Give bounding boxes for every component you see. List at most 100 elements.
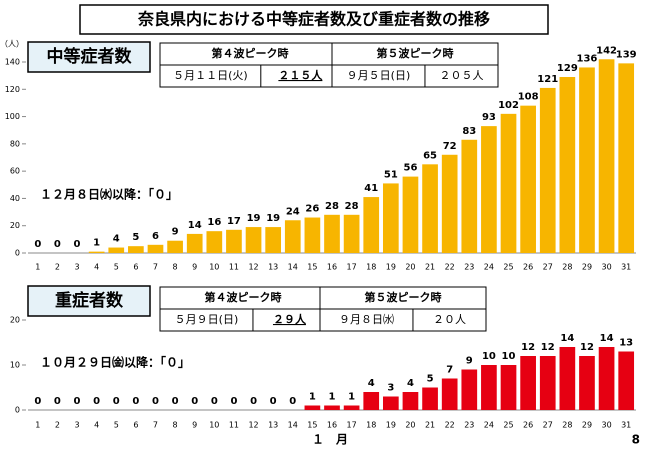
y-tick-label: 120 bbox=[5, 85, 20, 94]
bar bbox=[579, 67, 595, 253]
data-label: 14 bbox=[560, 333, 574, 344]
bar bbox=[382, 183, 399, 253]
bar bbox=[481, 126, 497, 253]
data-label: 56 bbox=[403, 163, 417, 174]
data-label: 10 bbox=[482, 351, 496, 362]
bar bbox=[206, 231, 223, 253]
bar bbox=[441, 154, 458, 253]
x-tick-label: 21 bbox=[425, 263, 435, 272]
data-label: 7 bbox=[446, 365, 453, 376]
data-label: 0 bbox=[152, 396, 159, 407]
x-tick-label: 7 bbox=[153, 263, 158, 272]
x-tick-label: 27 bbox=[543, 263, 553, 272]
peak-label: 第４波ピーク時 bbox=[205, 290, 282, 304]
bar bbox=[226, 229, 242, 253]
data-label: 72 bbox=[443, 141, 457, 152]
panel-label: 中等症者数 bbox=[47, 46, 133, 67]
peak-label: 第５波ピーク時 bbox=[377, 46, 454, 60]
x-tick-label: 17 bbox=[347, 421, 357, 430]
y-unit: （人） bbox=[0, 40, 24, 49]
data-label: 108 bbox=[518, 92, 539, 103]
data-label: 51 bbox=[384, 169, 398, 180]
data-label: 4 bbox=[407, 378, 414, 389]
x-tick-label: 19 bbox=[386, 263, 396, 272]
x-tick-label: 28 bbox=[562, 421, 572, 430]
panel-label-box bbox=[27, 41, 151, 73]
bar bbox=[324, 214, 340, 253]
y-tick-label: 20 bbox=[10, 316, 20, 325]
note: １０月２９日㈮以降：「０」 bbox=[40, 355, 190, 370]
x-tick-label: 5 bbox=[114, 421, 119, 430]
bar bbox=[539, 87, 556, 254]
x-axis-label: １ 月 bbox=[312, 433, 348, 447]
bar bbox=[461, 139, 478, 253]
x-tick-label: 14 bbox=[288, 263, 298, 272]
bar bbox=[382, 396, 399, 410]
x-tick-label: 24 bbox=[484, 421, 494, 430]
peak-value: ２１５人 bbox=[278, 68, 323, 82]
x-tick-label: 6 bbox=[133, 263, 138, 272]
x-tick-label: 26 bbox=[523, 263, 533, 272]
bar bbox=[481, 365, 497, 410]
data-label: 0 bbox=[191, 396, 198, 407]
bar bbox=[284, 220, 301, 253]
y-tick-label: 10 bbox=[10, 361, 20, 370]
data-label: 0 bbox=[230, 396, 237, 407]
bar bbox=[304, 405, 321, 410]
data-label: 12 bbox=[580, 342, 594, 353]
x-tick-label: 25 bbox=[503, 263, 513, 272]
peak-value: ２９人 bbox=[273, 312, 307, 326]
bar bbox=[128, 246, 144, 253]
bar bbox=[363, 197, 380, 253]
bar bbox=[500, 113, 517, 253]
note: １２月８日㈬以降：「０」 bbox=[40, 187, 178, 202]
data-label: 14 bbox=[188, 220, 202, 231]
bar bbox=[147, 244, 164, 253]
panel-label: 重症者数 bbox=[55, 290, 124, 311]
x-tick-label: 24 bbox=[484, 263, 494, 272]
data-label: 28 bbox=[325, 201, 339, 212]
x-tick-label: 29 bbox=[582, 421, 592, 430]
x-tick-label: 26 bbox=[523, 421, 533, 430]
data-label: 16 bbox=[207, 217, 221, 228]
x-tick-label: 7 bbox=[153, 421, 158, 430]
x-tick-label: 31 bbox=[621, 421, 631, 430]
data-label: 136 bbox=[577, 53, 598, 64]
bar bbox=[304, 217, 321, 253]
x-tick-label: 6 bbox=[133, 421, 138, 430]
data-label: 13 bbox=[619, 338, 633, 349]
data-label: 41 bbox=[364, 183, 378, 194]
bar bbox=[186, 233, 203, 253]
x-tick-label: 16 bbox=[327, 263, 337, 272]
data-label: 0 bbox=[93, 396, 100, 407]
x-tick-label: 9 bbox=[192, 421, 197, 430]
x-tick-label: 12 bbox=[248, 263, 258, 272]
bar bbox=[520, 356, 536, 410]
data-label: 0 bbox=[54, 239, 61, 250]
y-tick-label: 40 bbox=[10, 194, 20, 203]
data-label: 121 bbox=[537, 74, 558, 85]
data-label: 0 bbox=[74, 396, 81, 407]
x-tick-label: 4 bbox=[94, 263, 99, 272]
data-label: 24 bbox=[286, 206, 300, 217]
bar bbox=[167, 240, 183, 253]
x-tick-label: 10 bbox=[209, 263, 219, 272]
x-tick-label: 18 bbox=[366, 263, 376, 272]
x-tick-label: 10 bbox=[209, 421, 219, 430]
data-label: 0 bbox=[74, 239, 81, 250]
bar bbox=[422, 387, 438, 410]
data-label: 0 bbox=[113, 396, 120, 407]
x-tick-label: 8 bbox=[173, 421, 178, 430]
data-label: 65 bbox=[423, 150, 437, 161]
x-tick-label: 13 bbox=[268, 263, 278, 272]
data-label: 1 bbox=[309, 392, 316, 403]
x-tick-label: 12 bbox=[248, 421, 258, 430]
data-label: 129 bbox=[557, 63, 578, 74]
data-label: 142 bbox=[596, 45, 617, 56]
data-label: 0 bbox=[34, 396, 41, 407]
x-tick-label: 20 bbox=[405, 263, 415, 272]
x-tick-label: 19 bbox=[386, 421, 396, 430]
x-tick-label: 20 bbox=[405, 421, 415, 430]
data-label: 0 bbox=[289, 396, 296, 407]
data-label: 19 bbox=[266, 213, 280, 224]
